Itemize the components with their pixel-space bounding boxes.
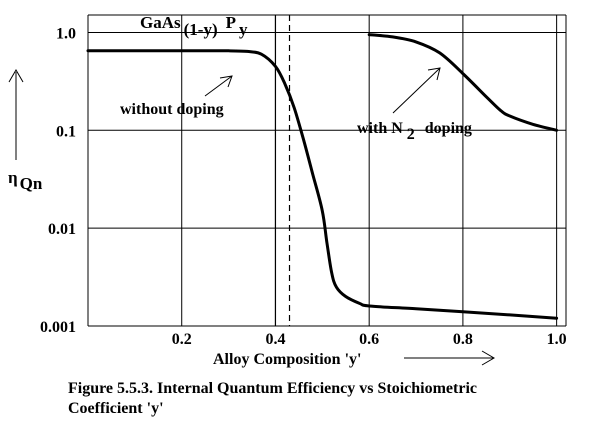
y-tick-label-0: 1.0: [56, 25, 76, 42]
x-tick-label-0: 0.2: [172, 331, 192, 348]
plot-frame: [87, 14, 567, 327]
x-axis-label-text: Alloy Composition 'y': [213, 351, 361, 368]
annotation-with-n2-doping-text: with N 2 doping: [357, 120, 472, 143]
figure-caption-line-1: Figure 5.5.3. Internal Quantum Efficienc…: [68, 380, 477, 397]
annotation-with-n2-post: doping: [425, 120, 472, 137]
x-tick-label-3: 0.8: [453, 331, 473, 348]
grid-lines: [88, 15, 566, 326]
chart-title-p: P: [226, 13, 236, 32]
y-tick-label-2: 0.01: [48, 221, 76, 238]
x-tick-label-4: 1.0: [547, 331, 567, 348]
y-axis-label: η Qn: [8, 69, 43, 193]
x-tick-label-1: 0.4: [265, 331, 285, 348]
x-axis-arrowhead: [481, 350, 495, 366]
y-axis-label-eta: η: [8, 168, 18, 187]
annotation-with-n2-arrow: [392, 67, 441, 114]
y-tick-labels: 1.0 0.1 0.01 0.001: [40, 25, 76, 336]
x-tick-labels: 0.2 0.4 0.6 0.8 1.0: [172, 331, 567, 348]
chart-title-base: GaAs: [140, 13, 181, 32]
annotation-without-doping-arrowhead: [219, 75, 233, 88]
series-line-without-doping: [86, 49, 559, 320]
annotation-without-doping-text: without doping: [120, 101, 224, 118]
y-axis-label-sub: Qn: [20, 174, 43, 193]
annotation-with-n2-arrowhead: [427, 67, 441, 81]
series-group: [86, 33, 559, 320]
annotation-with-n2-pre: with N: [357, 120, 403, 137]
figure-caption: Figure 5.5.3. Internal Quantum Efficienc…: [68, 379, 588, 419]
annotation-with-n2-sub: 2: [407, 126, 415, 143]
annotation-with-n2-doping: with N 2 doping: [357, 67, 472, 143]
y-tick-label-1: 0.1: [56, 123, 76, 140]
annotation-without-doping: without doping: [120, 75, 233, 118]
y-axis-label-text: η Qn: [8, 168, 43, 193]
y-tick-label-3: 0.001: [40, 319, 76, 336]
x-axis-label: Alloy Composition 'y': [213, 350, 495, 368]
annotation-without-doping-arrow: [204, 75, 233, 97]
series-line-with-n2-doping: [367, 33, 559, 132]
chart-title-sub-y: y: [239, 20, 248, 39]
y-axis-arrowhead: [8, 69, 24, 83]
figure-caption-line-2: Coefficient 'y': [68, 400, 164, 417]
x-tick-label-2: 0.6: [359, 331, 379, 348]
composition-marker-lines: [274, 15, 291, 326]
chart-title-sub: (1-y): [184, 20, 218, 39]
